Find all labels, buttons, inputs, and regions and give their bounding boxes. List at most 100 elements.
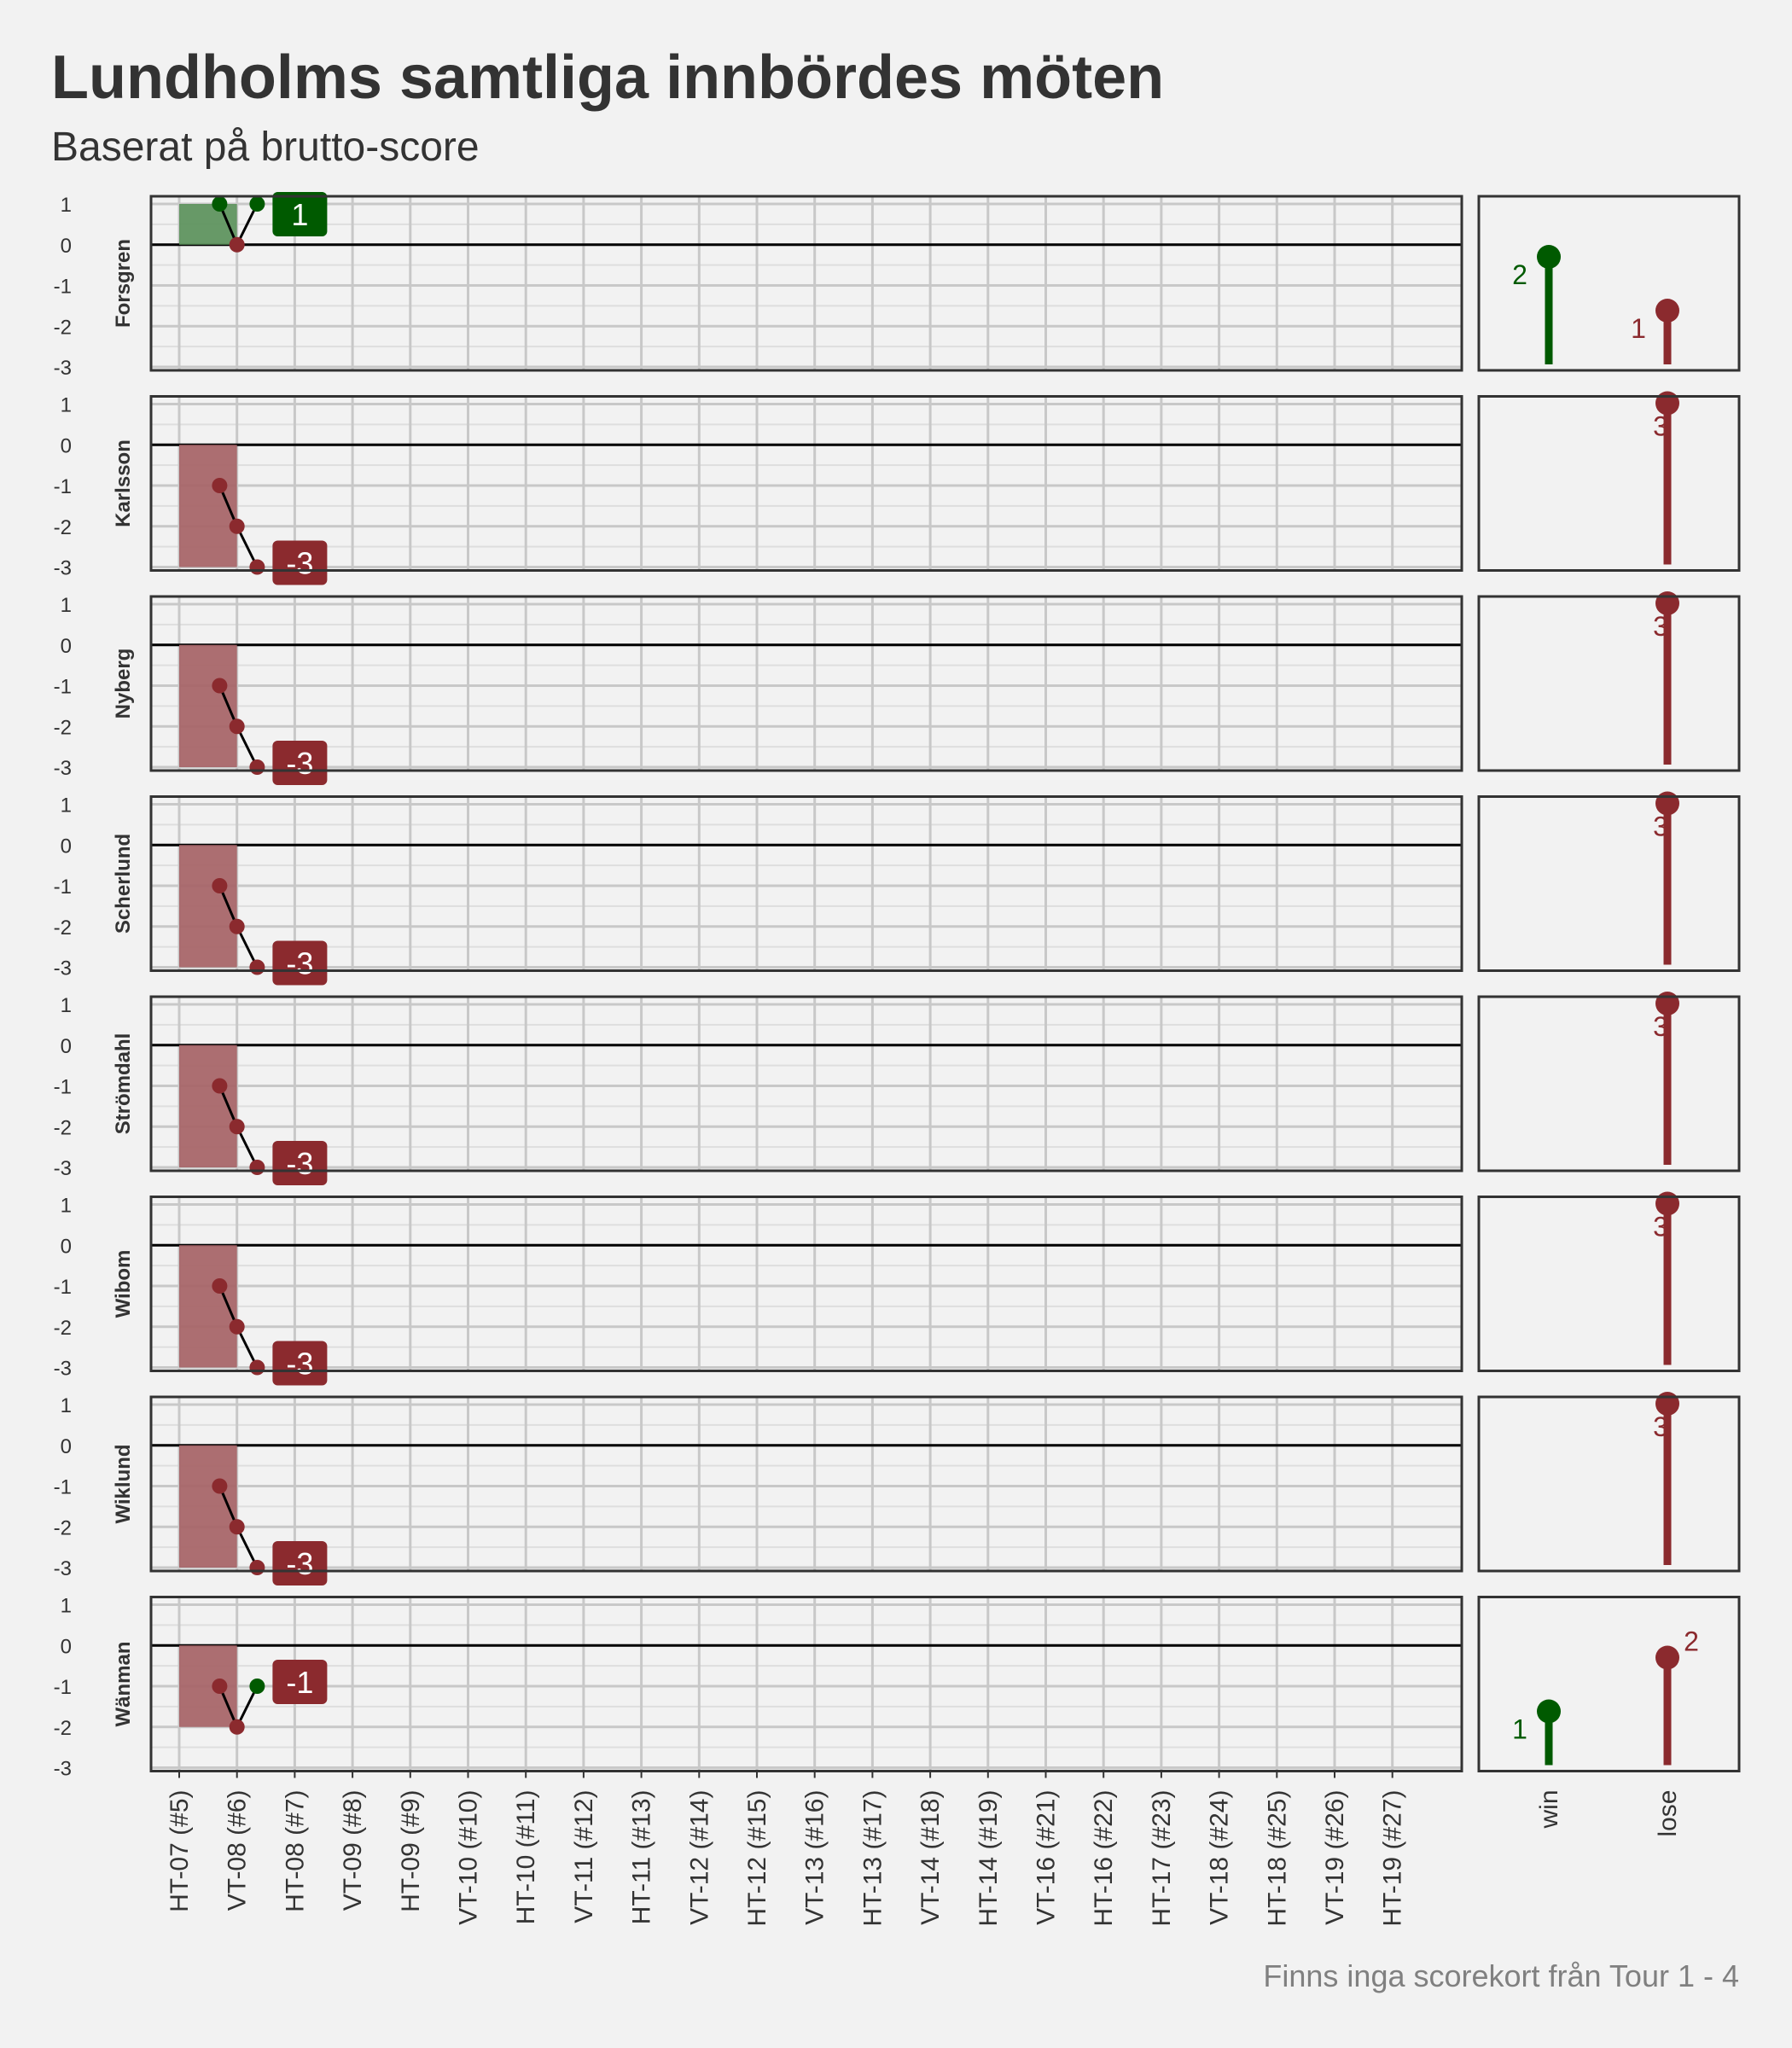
summary-panel-border [1477,1395,1741,1573]
score-point [249,196,265,212]
score-point [212,478,228,493]
y-tick-label: 0 [61,235,72,258]
summary-lose-label: 3 [1653,1212,1668,1242]
score-point [212,1278,228,1294]
score-point [229,1519,245,1535]
y-tick-label: -2 [54,1317,72,1340]
score-point [229,918,245,934]
panel-border [149,395,1463,572]
final-score-badge [272,1541,328,1585]
summary-panel-background [1479,1196,1739,1371]
facet-label: Scherlund [112,834,135,934]
panel-border [149,795,1463,972]
summary-x-label: win [1535,1790,1563,1830]
y-tick-label: -3 [54,357,72,380]
summary-facet-8: 12 [1477,1596,1741,1772]
x-tick-label: HT-08 (#7) [281,1790,309,1912]
x-tick-label: HT-09 (#9) [397,1790,425,1912]
y-tick-label: -2 [54,916,72,940]
y-tick-label: -1 [54,1476,72,1499]
final-score-label: -3 [286,746,313,781]
x-tick-label: HT-17 (#23) [1148,1790,1176,1927]
facet-5: -3 1 0 -1 -2 -3 Strömdahl [54,994,1463,1185]
summary-panel-background [1479,396,1739,571]
panel-border [149,995,1463,1172]
final-score-label: -3 [286,1146,313,1181]
facet-6: -3 1 0 -1 -2 -3 Wibom [54,1195,1463,1386]
y-tick-label: -3 [54,1557,72,1580]
summary-facet-4: 3 [1477,791,1741,972]
summary-panel-border [1477,195,1741,372]
x-tick-label: HT-13 (#17) [858,1790,887,1927]
y-tick-label: -3 [54,557,72,580]
y-tick-label: -2 [54,1116,72,1139]
facet-label: Forsgren [112,239,135,328]
y-tick-label: -1 [54,876,72,899]
score-point [229,236,245,253]
y-tick-label: -2 [54,716,72,739]
y-tick-label: 1 [61,394,72,417]
facet-label: Wiklund [112,1444,135,1523]
x-tick-label: VT-09 (#8) [339,1790,367,1911]
summary-panel-border [1477,1596,1741,1772]
x-tick-label: VT-19 (#26) [1321,1790,1349,1925]
chart-subtitle: Baserat på brutto-score [51,125,480,170]
score-point [229,1318,245,1335]
x-tick-label: HT-19 (#27) [1379,1790,1407,1927]
panel-background [151,396,1462,571]
y-tick-label: 1 [61,1595,72,1618]
summary-win-dot [1537,1699,1561,1724]
summary-lose-label: 2 [1684,1626,1699,1657]
panel-border [149,195,1463,372]
final-score-label: -1 [286,1665,313,1700]
summary-lose-label: 3 [1653,411,1668,442]
score-point [249,1679,265,1694]
y-tick-label: -2 [54,1516,72,1539]
panel-background [151,1196,1462,1371]
summary-panel-border [1477,795,1741,972]
score-point [212,878,228,893]
facet-8: -1 1 0 -1 -2 -3 Wänman [54,1595,1463,1781]
panel-border [149,1196,1463,1372]
x-tick-label: HT-10 (#11) [512,1790,540,1925]
y-tick-label: 1 [61,994,72,1017]
summary-lose-dot [1655,1645,1679,1670]
y-tick-label: 0 [61,1435,72,1458]
y-tick-label: -1 [54,276,72,299]
x-tick-label: HT-12 (#15) [743,1790,771,1927]
summary-facet-6: 3 [1477,1191,1741,1372]
score-point [249,959,265,975]
y-tick-label: -3 [54,1358,72,1381]
y-tick-label: 0 [61,635,72,658]
final-score-badge [272,192,328,236]
y-tick-label: -1 [54,676,72,699]
y-tick-label: -3 [54,1157,72,1180]
y-tick-label: -2 [54,1717,72,1740]
y-tick-label: 0 [61,1635,72,1658]
summary-win-label: 2 [1512,259,1527,290]
y-tick-label: -1 [54,1076,72,1099]
summary-facet-5: 3 [1477,992,1741,1172]
final-score-label: -3 [286,1347,313,1382]
panel-background [151,1397,1462,1571]
summary-panel-background [1479,596,1739,771]
facet-3: -3 1 0 -1 -2 -3 Nyberg [54,594,1463,785]
panel-border [149,595,1463,772]
score-point [212,1478,228,1494]
final-score-badge [272,1660,328,1704]
score-point [212,1078,228,1094]
y-tick-label: 1 [61,594,72,617]
panel-background [151,997,1462,1171]
score-point [229,1119,245,1135]
final-score-label: -3 [286,546,313,581]
y-tick-label: -3 [54,957,72,980]
x-tick-label: VT-18 (#24) [1206,1790,1234,1925]
panel-background [151,596,1462,771]
summary-panel-border [1477,595,1741,772]
y-tick-label: -3 [54,1758,72,1781]
y-tick-label: 0 [61,1235,72,1258]
score-point [249,559,265,575]
summary-panel-border [1477,995,1741,1172]
final-score-badge [272,741,328,785]
